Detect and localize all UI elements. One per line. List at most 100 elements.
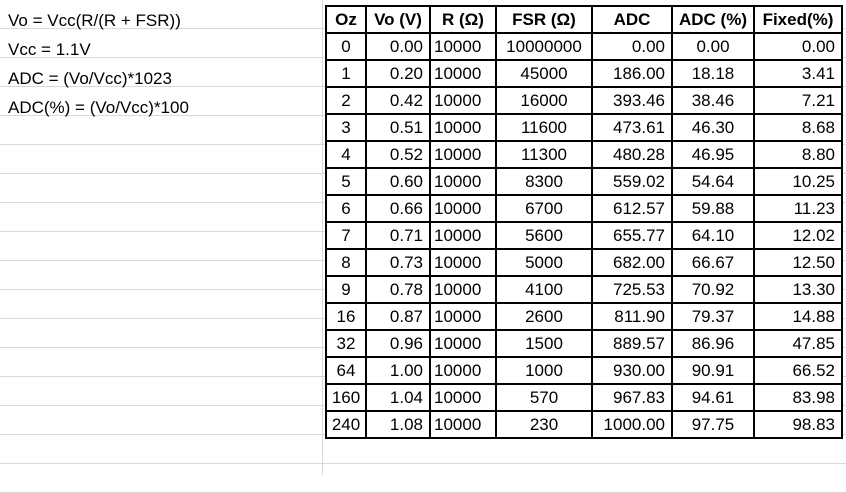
cell-adc[interactable]: 967.83 [591,383,673,412]
cell-fixed[interactable]: 3.41 [753,59,843,88]
cell-oz[interactable]: 5 [325,167,367,196]
cell-adc[interactable]: 889.57 [591,329,673,358]
cell-adc-pct[interactable]: 46.30 [671,113,755,142]
cell-r[interactable]: 10000 [429,194,497,223]
cell-adc[interactable]: 1000.00 [591,410,673,439]
cell-adc[interactable]: 811.90 [591,302,673,331]
cell-r[interactable]: 10000 [429,329,497,358]
cell-adc[interactable]: 393.46 [591,86,673,115]
cell-r[interactable]: 10000 [429,275,497,304]
cell-adc[interactable]: 480.28 [591,140,673,169]
cell-adc-pct[interactable]: 97.75 [671,410,755,439]
cell-oz[interactable]: 6 [325,194,367,223]
cell-fixed[interactable]: 98.83 [753,410,843,439]
cell-fixed[interactable]: 13.30 [753,275,843,304]
cell-fixed[interactable]: 11.23 [753,194,843,223]
cell-fixed[interactable]: 14.88 [753,302,843,331]
cell-oz[interactable]: 7 [325,221,367,250]
cell-oz[interactable]: 9 [325,275,367,304]
cell-fixed[interactable]: 83.98 [753,383,843,412]
cell-adc[interactable]: 655.77 [591,221,673,250]
cell-adc[interactable]: 682.00 [591,248,673,277]
cell-adc-pct[interactable]: 66.67 [671,248,755,277]
cell-vo[interactable]: 0.60 [365,167,431,196]
cell-adc-pct[interactable]: 54.64 [671,167,755,196]
cell-vo[interactable]: 1.00 [365,356,431,385]
cell-adc[interactable]: 559.02 [591,167,673,196]
cell-fsr[interactable]: 11300 [495,140,593,169]
formula-adc-pct[interactable]: ADC(%) = (Vo/Vcc)*100 [8,98,189,117]
cell-vo[interactable]: 0.71 [365,221,431,250]
cell-r[interactable]: 10000 [429,302,497,331]
cell-adc-pct[interactable]: 0.00 [671,32,755,61]
cell-fsr[interactable]: 1500 [495,329,593,358]
cell-fixed[interactable]: 66.52 [753,356,843,385]
cell-oz[interactable]: 240 [325,410,367,439]
cell-oz[interactable]: 32 [325,329,367,358]
cell-adc-pct[interactable]: 46.95 [671,140,755,169]
cell-fsr[interactable]: 11600 [495,113,593,142]
cell-adc-pct[interactable]: 94.61 [671,383,755,412]
cell-fsr[interactable]: 4100 [495,275,593,304]
cell-r[interactable]: 10000 [429,356,497,385]
cell-r[interactable]: 10000 [429,86,497,115]
cell-fsr[interactable]: 2600 [495,302,593,331]
cell-vo[interactable]: 0.52 [365,140,431,169]
cell-fsr[interactable]: 5000 [495,248,593,277]
cell-vo[interactable]: 0.00 [365,32,431,61]
cell-r[interactable]: 10000 [429,59,497,88]
cell-adc[interactable]: 186.00 [591,59,673,88]
cell-oz[interactable]: 1 [325,59,367,88]
cell-fixed[interactable]: 12.50 [753,248,843,277]
cell-adc[interactable]: 0.00 [591,32,673,61]
cell-r[interactable]: 10000 [429,383,497,412]
cell-fsr[interactable]: 45000 [495,59,593,88]
cell-fsr[interactable]: 8300 [495,167,593,196]
formula-vcc[interactable]: Vcc = 1.1V [8,40,91,59]
cell-vo[interactable]: 0.42 [365,86,431,115]
cell-adc-pct[interactable]: 90.91 [671,356,755,385]
cell-oz[interactable]: 3 [325,113,367,142]
cell-fsr[interactable]: 10000000 [495,32,593,61]
cell-oz[interactable]: 160 [325,383,367,412]
cell-oz[interactable]: 2 [325,86,367,115]
header-fsr[interactable]: FSR (Ω) [495,5,593,34]
cell-fsr[interactable]: 16000 [495,86,593,115]
cell-oz[interactable]: 8 [325,248,367,277]
cell-vo[interactable]: 0.87 [365,302,431,331]
cell-adc-pct[interactable]: 79.37 [671,302,755,331]
cell-adc-pct[interactable]: 59.88 [671,194,755,223]
cell-vo[interactable]: 0.73 [365,248,431,277]
cell-r[interactable]: 10000 [429,32,497,61]
cell-fixed[interactable]: 47.85 [753,329,843,358]
cell-adc[interactable]: 725.53 [591,275,673,304]
cell-vo[interactable]: 0.20 [365,59,431,88]
header-adc-pct[interactable]: ADC (%) [671,5,755,34]
cell-vo[interactable]: 1.04 [365,383,431,412]
cell-r[interactable]: 10000 [429,113,497,142]
cell-adc[interactable]: 612.57 [591,194,673,223]
cell-fsr[interactable]: 5600 [495,221,593,250]
cell-fixed[interactable]: 8.80 [753,140,843,169]
cell-adc[interactable]: 930.00 [591,356,673,385]
cell-adc[interactable]: 473.61 [591,113,673,142]
header-oz[interactable]: Oz [325,5,367,34]
cell-oz[interactable]: 16 [325,302,367,331]
cell-r[interactable]: 10000 [429,140,497,169]
cell-vo[interactable]: 0.78 [365,275,431,304]
cell-vo[interactable]: 0.66 [365,194,431,223]
cell-adc-pct[interactable]: 38.46 [671,86,755,115]
cell-fsr[interactable]: 230 [495,410,593,439]
cell-vo[interactable]: 0.96 [365,329,431,358]
cell-adc-pct[interactable]: 64.10 [671,221,755,250]
cell-fixed[interactable]: 12.02 [753,221,843,250]
cell-adc-pct[interactable]: 86.96 [671,329,755,358]
header-fixed[interactable]: Fixed(%) [753,5,843,34]
cell-oz[interactable]: 64 [325,356,367,385]
cell-fixed[interactable]: 0.00 [753,32,843,61]
formula-vo[interactable]: Vo = Vcc(R/(R + FSR)) [8,11,181,30]
cell-r[interactable]: 10000 [429,167,497,196]
cell-adc-pct[interactable]: 70.92 [671,275,755,304]
header-r[interactable]: R (Ω) [429,5,497,34]
cell-vo[interactable]: 1.08 [365,410,431,439]
